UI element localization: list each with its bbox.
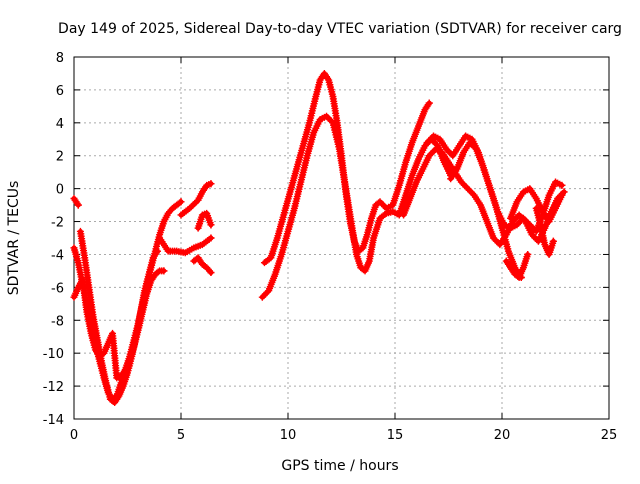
x-tick-label: 25 (601, 428, 618, 443)
series-arc-15 (507, 185, 566, 226)
data-point (549, 237, 557, 245)
x-tick-label: 10 (280, 428, 297, 443)
y-tick-label: -2 (51, 216, 64, 231)
data-point (558, 191, 566, 199)
series-arc-4 (76, 227, 161, 407)
y-tick-label: -14 (43, 413, 64, 428)
y-tick-label: 2 (56, 150, 64, 165)
data-point (425, 99, 433, 107)
y-tick-label: 0 (56, 183, 64, 198)
series-arc-14 (502, 250, 532, 281)
axis-ticks: 0 5 10 15 20 25 -14 -12 -10 -8 -6 -4 -2 0 2 4 6 8 (43, 51, 618, 443)
x-tick-label: 0 (70, 428, 78, 443)
y-tick-label: 4 (56, 117, 64, 132)
series-arc-3 (70, 267, 168, 382)
x-tick-label: 20 (494, 428, 511, 443)
y-axis-label: SDTVAR / TECUs (6, 181, 22, 296)
y-tick-label: -6 (51, 281, 64, 296)
data-point (153, 247, 161, 255)
series-arc-11 (400, 145, 568, 249)
data-point (524, 250, 532, 258)
series-arc-8 (194, 209, 215, 232)
x-tick-label: 15 (387, 428, 404, 443)
data-point (154, 268, 162, 276)
data-point (558, 181, 566, 189)
data-point (207, 180, 215, 188)
data-point (207, 269, 215, 277)
y-tick-label: 8 (56, 51, 64, 66)
x-axis-label: GPS time / hours (281, 458, 398, 474)
data-point (160, 267, 168, 275)
data-point (74, 201, 82, 209)
plot-frame (73, 56, 610, 420)
series-arc-6 (190, 254, 215, 277)
series-arc-13 (447, 139, 525, 281)
data-point (177, 198, 185, 206)
y-tick-label: -8 (51, 314, 64, 329)
y-tick-label: 6 (56, 84, 64, 99)
series-arc-1 (70, 195, 82, 209)
data-points (70, 69, 568, 407)
data-point (381, 211, 389, 219)
series-arc-7 (177, 180, 215, 219)
series-arc-5 (156, 234, 215, 257)
data-point (207, 221, 215, 229)
y-tick-label: -10 (43, 347, 64, 362)
data-point (176, 199, 184, 207)
y-tick-label: -4 (51, 248, 64, 263)
x-tick-label: 5 (177, 428, 185, 443)
y-tick-label: -12 (43, 380, 64, 395)
series-arc-16 (532, 204, 557, 258)
chart-title: Day 149 of 2025, Sidereal Day-to-day VTE… (58, 21, 622, 37)
data-point (207, 234, 215, 242)
